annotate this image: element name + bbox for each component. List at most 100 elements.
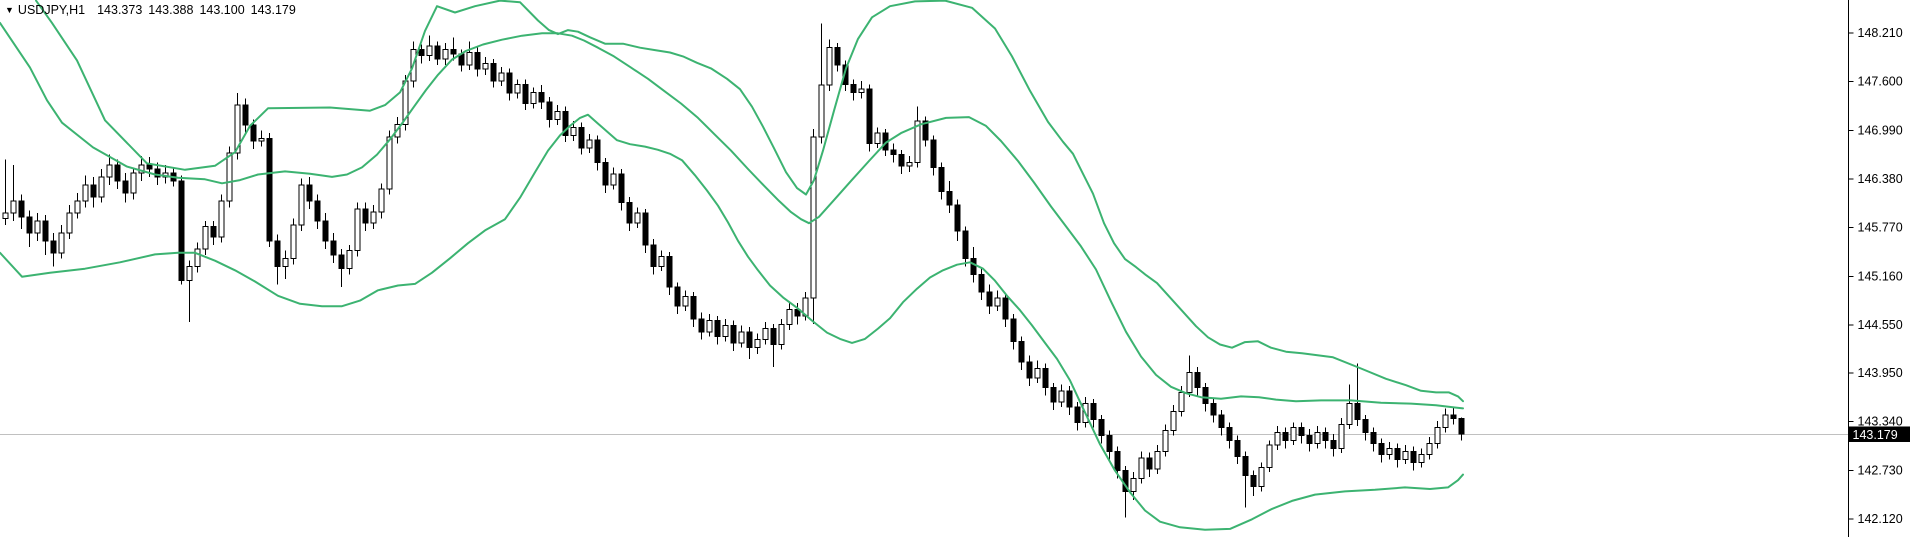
- bull-candle: [82, 184, 89, 202]
- bear-candle: [890, 149, 897, 156]
- bear-candle: [210, 225, 217, 238]
- bear-candle: [1282, 431, 1289, 441]
- bear-candle: [418, 48, 425, 57]
- bull-candle: [530, 91, 537, 105]
- bull-candle: [1338, 423, 1345, 449]
- bull-candle: [554, 111, 561, 120]
- bear-candle: [962, 230, 969, 259]
- symbol-period-label: USDJPY,H1: [17, 3, 86, 17]
- bear-candle: [538, 91, 545, 103]
- bear-candle: [842, 64, 849, 85]
- bull-candle: [1290, 427, 1297, 441]
- bull-candle: [514, 83, 521, 94]
- bull-candle: [346, 249, 353, 270]
- bull-candle: [482, 63, 489, 70]
- bull-candle: [810, 136, 817, 299]
- bull-candle: [754, 339, 761, 349]
- bear-candle: [546, 101, 553, 120]
- bear-candle: [850, 83, 857, 93]
- bull-candle: [58, 232, 65, 254]
- bear-candle: [18, 200, 25, 218]
- bull-candle: [10, 200, 17, 214]
- chart-ohlc-label: ▼ USDJPY,H1 143.373 143.388 143.100 143.…: [5, 3, 298, 17]
- bull-candle: [1402, 450, 1409, 460]
- bear-candle: [730, 324, 737, 344]
- bull-candle: [738, 331, 745, 344]
- bollinger-lower-band: [0, 113, 1464, 531]
- bear-candle: [970, 257, 977, 275]
- bear-candle: [1146, 457, 1153, 470]
- bull-candle: [1162, 430, 1169, 452]
- bull-candle: [106, 164, 113, 178]
- bull-candle: [1058, 390, 1065, 403]
- bear-candle: [666, 256, 673, 288]
- bear-candle: [1026, 361, 1033, 379]
- bear-candle: [1330, 439, 1337, 449]
- price-axis[interactable]: 148.210 147.600 146.990 146.380 145.770 145.1…: [1848, 0, 1903, 537]
- bear-candle: [1458, 418, 1465, 435]
- bear-candle: [674, 286, 681, 307]
- triangle-down-icon[interactable]: ▼: [5, 5, 14, 15]
- bear-candle: [274, 240, 281, 267]
- bull-candle: [1434, 427, 1441, 444]
- bull-candle: [226, 152, 233, 202]
- bear-candle: [698, 318, 705, 333]
- bull-candle: [466, 51, 473, 66]
- candles-series[interactable]: [2, 23, 1465, 518]
- bull-candle: [442, 48, 449, 60]
- bear-candle: [642, 212, 649, 246]
- bear-candle: [602, 162, 609, 186]
- bear-candle: [178, 180, 185, 282]
- axis-tick-label: 144.550: [1858, 318, 1903, 332]
- bear-candle: [1362, 419, 1369, 433]
- bull-candle: [994, 297, 1001, 307]
- bull-candle: [1130, 478, 1137, 492]
- bull-candle: [1314, 431, 1321, 444]
- bull-candle: [826, 47, 833, 86]
- bull-candle: [610, 173, 617, 186]
- bull-candle: [1170, 411, 1177, 432]
- bear-candle: [1114, 450, 1121, 472]
- bear-candle: [330, 240, 337, 256]
- bull-candle: [370, 211, 377, 224]
- bear-candle: [1354, 403, 1361, 421]
- bear-candle: [954, 204, 961, 232]
- bear-candle: [930, 139, 937, 168]
- bull-candle: [386, 136, 393, 190]
- bull-candle: [378, 188, 385, 213]
- bear-candle: [306, 184, 313, 202]
- bull-candle: [282, 257, 289, 267]
- axis-tick-label: 143.950: [1858, 366, 1903, 380]
- bull-candle: [1274, 431, 1281, 446]
- bull-candle: [74, 200, 81, 214]
- axis-tick-label: 142.120: [1858, 512, 1903, 526]
- bear-candle: [1098, 419, 1105, 437]
- bull-candle: [586, 139, 593, 149]
- bear-candle: [1018, 340, 1025, 363]
- bear-candle: [626, 201, 633, 224]
- bull-candle: [202, 225, 209, 250]
- bull-candle: [1034, 367, 1041, 379]
- bear-candle: [242, 104, 249, 126]
- bull-candle: [1186, 371, 1193, 393]
- bull-candle: [914, 120, 921, 164]
- bear-candle: [1410, 450, 1417, 464]
- bull-candle: [426, 45, 433, 57]
- bull-candle: [34, 220, 41, 234]
- bull-candle: [1426, 442, 1433, 456]
- bear-candle: [770, 328, 777, 346]
- bear-candle: [938, 166, 945, 192]
- axis-tick-label: 146.990: [1858, 123, 1903, 137]
- bull-candle: [298, 184, 305, 226]
- axis-tick-label: 147.600: [1858, 75, 1903, 89]
- bull-candle: [858, 88, 865, 93]
- bull-candle: [498, 72, 505, 82]
- bear-candle: [1226, 427, 1233, 441]
- bear-candle: [866, 88, 873, 144]
- bollinger-upper-band: [35, 0, 1464, 403]
- bear-candle: [1298, 427, 1305, 437]
- axis-tick-label: 142.730: [1858, 463, 1903, 477]
- bear-candle: [266, 138, 273, 242]
- bear-candle: [490, 63, 497, 82]
